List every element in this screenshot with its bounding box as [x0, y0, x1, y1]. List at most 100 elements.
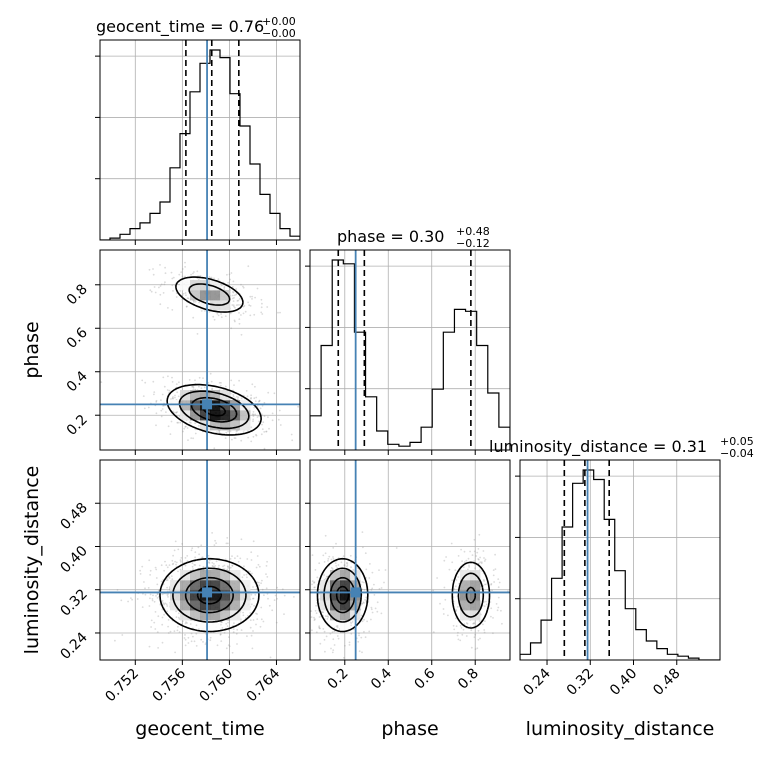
sample-point [457, 631, 459, 634]
density-cell [200, 620, 211, 631]
sample-point [192, 437, 195, 440]
sample-point [500, 609, 502, 612]
sample-point [314, 569, 317, 571]
sample-point [318, 625, 321, 627]
sample-point [175, 411, 178, 414]
sample-point [362, 601, 365, 604]
sample-point [251, 383, 254, 386]
sample-point [258, 415, 261, 418]
panel-phase-vs-geocent-time: 0.2 0.4 0.6 0.8 [64, 249, 301, 455]
density-cell [340, 580, 351, 591]
sample-point [323, 639, 326, 641]
sample-point [314, 618, 316, 621]
sample-point [332, 638, 335, 641]
density-cell [210, 570, 221, 581]
sample-point [465, 622, 468, 624]
sample-point [153, 600, 156, 603]
title-geocent-time: geocent_time = 0.76 [96, 17, 264, 37]
sample-point [192, 272, 194, 275]
sample-point [200, 638, 203, 641]
contour-level-0 [316, 557, 491, 633]
sample-point [201, 556, 203, 559]
sample-point [232, 286, 234, 288]
sample-point [177, 395, 180, 398]
density-cell [460, 580, 471, 591]
sample-point [197, 546, 200, 549]
xlabel-geocent-time: geocent_time [135, 718, 264, 740]
density-cell [190, 590, 201, 601]
sample-point [168, 389, 171, 392]
sample-point [229, 430, 232, 433]
sample-point [259, 407, 262, 410]
sample-point [482, 579, 485, 581]
sample-point [164, 266, 167, 269]
sample-point [331, 568, 334, 570]
sample-point [220, 640, 223, 642]
sample-point [252, 435, 255, 438]
sample-point [273, 392, 276, 395]
sample-point [157, 647, 160, 649]
sample-point [442, 613, 445, 615]
sample-point [459, 624, 462, 627]
sample-point [250, 551, 253, 554]
sample-point [198, 376, 201, 379]
sample-point [490, 583, 493, 585]
sample-point [218, 431, 221, 434]
density-cell [210, 290, 221, 301]
density-cell [210, 390, 221, 401]
sample-point [457, 638, 460, 641]
sample-point [378, 588, 381, 590]
sample-point [479, 561, 482, 564]
xlabel-luminosity-distance: luminosity_distance [526, 718, 715, 740]
sample-point [191, 385, 194, 388]
sample-point [178, 631, 181, 633]
sample-point [360, 614, 363, 617]
sample-point [469, 625, 472, 628]
sample-point [178, 273, 181, 276]
sample-point [494, 568, 497, 570]
sample-point [167, 619, 170, 621]
sample-point [177, 625, 179, 628]
x-tick-label-geocent_time-0: 0.752 [102, 666, 142, 706]
sample-point [307, 612, 309, 614]
sample-point [322, 611, 325, 614]
truth-marker [350, 587, 361, 598]
sample-point [232, 291, 235, 294]
sample-point [255, 433, 257, 436]
x-tick-label-phase-1: 0.4 [368, 665, 395, 692]
panel-frame [99, 249, 301, 451]
sample-point [230, 272, 233, 274]
sample-point [240, 618, 242, 621]
sample-point [353, 628, 355, 631]
sample-point [324, 615, 327, 618]
sample-point [202, 641, 204, 643]
sample-point [266, 560, 268, 563]
sample-point [227, 566, 230, 569]
sample-point [251, 413, 254, 416]
sample-point [147, 406, 150, 409]
sample-point [211, 387, 214, 390]
sample-point [208, 311, 211, 313]
sample-point [227, 430, 230, 433]
sample-point [191, 565, 194, 568]
density-cell [190, 390, 201, 401]
sample-point [456, 606, 459, 608]
sample-point [193, 271, 195, 273]
density-cell [220, 610, 231, 621]
sample-point [483, 601, 485, 603]
sample-point [483, 631, 486, 634]
sample-point [465, 559, 468, 562]
sample-point [227, 621, 230, 624]
sample-point [114, 639, 116, 642]
sample-point [224, 437, 227, 439]
sample-point [439, 602, 441, 605]
sample-point [281, 588, 284, 591]
sample-point [303, 585, 305, 587]
sample-point [265, 573, 267, 575]
sample-point [324, 534, 327, 537]
sample-point [277, 418, 280, 421]
sample-point [228, 636, 230, 638]
sample-point [343, 656, 345, 659]
sample-point [250, 440, 253, 443]
density-cell [230, 420, 241, 431]
